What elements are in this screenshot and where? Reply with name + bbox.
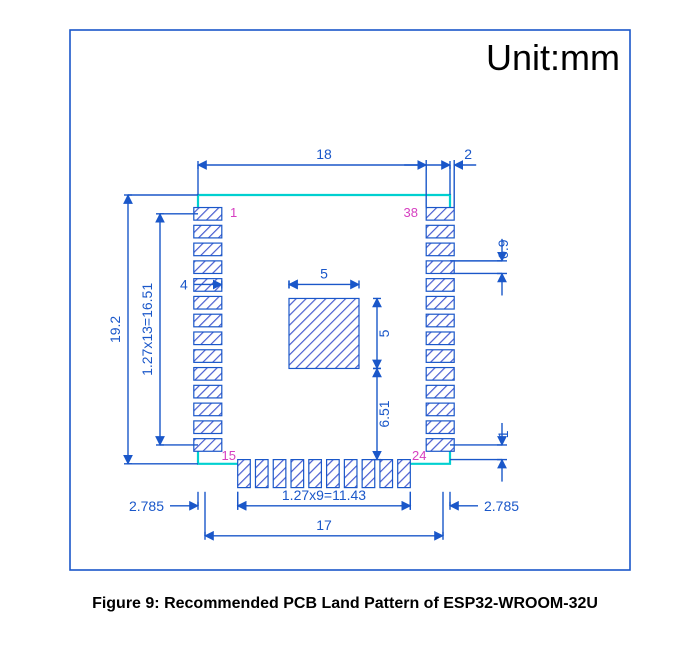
pad-bottom [362,460,375,488]
pad-bottom [255,460,268,488]
pad-right [426,279,454,292]
pad-left [194,421,222,434]
pad-right [426,350,454,363]
pad-left [194,385,222,398]
pad-left [194,225,222,238]
svg-text:1.27x9=11.43: 1.27x9=11.43 [282,487,366,503]
pad-right [426,261,454,274]
pad-bottom [380,460,393,488]
pad-right [426,225,454,238]
pad-right [426,314,454,327]
pad-bottom [327,460,340,488]
svg-text:5: 5 [320,265,328,281]
svg-text:17: 17 [316,517,332,533]
pad-left [194,350,222,363]
svg-text:1.27x13=16.51: 1.27x13=16.51 [139,283,155,376]
pad-left [194,243,222,256]
pad-bottom [309,460,322,488]
pin-label-1: 1 [230,205,237,220]
svg-text:2.785: 2.785 [129,498,164,514]
svg-text:2: 2 [464,146,472,162]
unit-label: Unit:mm [486,37,620,78]
pad-bottom [238,460,251,488]
svg-text:19.2: 19.2 [107,316,123,343]
svg-text:18: 18 [316,146,332,162]
pad-left [194,332,222,345]
svg-text:0.9: 0.9 [495,239,511,259]
pad-right [426,421,454,434]
pad-bottom [273,460,286,488]
figure-caption: Figure 9: Recommended PCB Land Pattern o… [92,595,598,612]
pad-right [426,403,454,416]
pad-left [194,296,222,309]
pcb-land-pattern-diagram: Unit:mm138152418171.27x9=11.432.7852.785… [0,0,690,665]
pad-left [194,403,222,416]
pad-bottom [344,460,357,488]
svg-text:6.51: 6.51 [376,400,392,427]
pad-left [194,261,222,274]
pin-label-24: 24 [412,448,426,463]
svg-text:2.785: 2.785 [484,498,519,514]
svg-text:1: 1 [495,430,511,438]
pad-right [426,368,454,381]
pad-right [426,296,454,309]
pad-left [194,368,222,381]
pad-bottom [398,460,411,488]
pad-right [426,243,454,256]
center-pad [289,298,359,368]
pad-right [426,332,454,345]
svg-text:4: 4 [180,276,188,292]
pad-bottom [291,460,304,488]
svg-text:5: 5 [376,329,392,337]
pad-right [426,385,454,398]
pad-right [426,208,454,221]
pad-left [194,314,222,327]
pin-label-38: 38 [404,205,418,220]
pin-label-15: 15 [222,448,236,463]
